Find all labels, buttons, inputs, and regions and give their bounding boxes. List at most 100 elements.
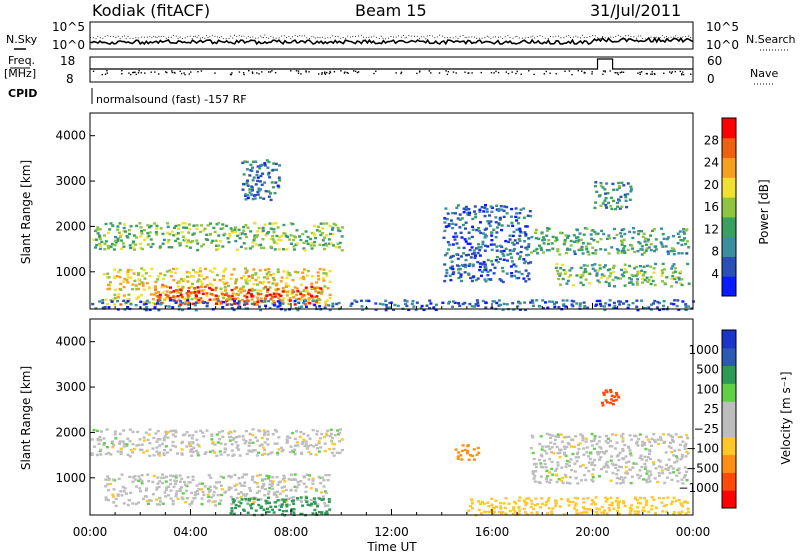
heatmap-cell (501, 510, 505, 514)
heatmap-cell (230, 288, 234, 292)
colorbar-segment (722, 256, 736, 277)
heatmap-cell (205, 294, 209, 297)
heatmap-cell (654, 506, 658, 509)
heatmap-cell (206, 493, 210, 496)
heatmap-cell (544, 477, 548, 480)
heatmap-cell (211, 500, 215, 503)
heatmap-cell (302, 268, 306, 271)
heatmap-cell (545, 432, 549, 436)
heatmap-cell (284, 500, 288, 503)
heatmap-cell (138, 438, 142, 441)
heatmap-cell (599, 237, 603, 241)
heatmap-cell (159, 227, 163, 230)
heatmap-cell (292, 499, 295, 502)
heatmap-cell (267, 299, 271, 303)
heatmap-cell (223, 286, 227, 289)
heatmap-cell (675, 304, 679, 308)
heatmap-cell (237, 435, 241, 438)
heatmap-cell (158, 503, 162, 506)
heatmap-cell (591, 468, 595, 471)
colorbar-segment (722, 157, 736, 178)
heatmap-cell (265, 290, 269, 293)
heatmap-cell (510, 221, 514, 225)
heatmap-cell (584, 466, 588, 469)
heatmap-cell (262, 197, 266, 200)
heatmap-cell (584, 245, 588, 248)
heatmap-cell (582, 497, 585, 500)
heatmap-cell (604, 440, 608, 443)
heatmap-cell (619, 195, 623, 199)
heatmap-cell (677, 467, 681, 470)
heatmap-cell (592, 239, 596, 242)
heatmap-cell (550, 451, 554, 454)
heatmap-cell (273, 301, 277, 305)
heatmap-cell (672, 496, 676, 499)
colorbar-tick-label: 16 (704, 200, 719, 214)
heatmap-cell (237, 305, 241, 308)
noise-right-tick-high: 10^5 (706, 20, 739, 34)
heatmap-cell (300, 305, 304, 308)
heatmap-cell (680, 243, 684, 247)
heatmap-cell (539, 475, 543, 478)
heatmap-cell (594, 249, 598, 252)
heatmap-cell (525, 497, 529, 500)
heatmap-cell (154, 303, 158, 306)
heatmap-cell (481, 500, 484, 504)
heatmap-cell (171, 295, 175, 299)
heatmap-cell (591, 267, 595, 270)
heatmap-cell (187, 301, 191, 304)
heatmap-cell (613, 447, 617, 450)
heatmap-cell (139, 226, 143, 229)
heatmap-cell (550, 510, 554, 513)
heatmap-cell (149, 499, 153, 502)
heatmap-cell (605, 470, 609, 473)
heatmap-cell (513, 274, 517, 278)
heatmap-cell (263, 452, 267, 456)
heatmap-cell (223, 443, 227, 446)
heatmap-cell (556, 452, 560, 455)
nave-point (668, 71, 671, 73)
heatmap-cell (164, 445, 168, 448)
heatmap-cell (166, 225, 170, 229)
heatmap-cell (219, 300, 223, 303)
heatmap-cell (111, 495, 115, 498)
heatmap-cell (331, 232, 335, 236)
heatmap-cell (636, 278, 640, 281)
heatmap-cell (135, 224, 139, 228)
heatmap-cell (162, 238, 166, 242)
heatmap-cell (305, 496, 309, 499)
heatmap-cell (217, 234, 221, 237)
heatmap-cell (562, 268, 566, 272)
heatmap-cell (638, 271, 642, 275)
heatmap-cell (191, 291, 195, 295)
heatmap-cell (113, 303, 117, 306)
heatmap-cell (692, 300, 696, 303)
heatmap-cell (102, 273, 106, 276)
heatmap-cell (98, 242, 102, 246)
heatmap-cell (243, 481, 247, 484)
heatmap-cell (232, 453, 236, 456)
heatmap-cell (234, 297, 237, 300)
heatmap-cell (230, 509, 234, 513)
heatmap-cell (161, 232, 165, 236)
heatmap-cell (308, 437, 312, 440)
heatmap-cell (328, 296, 332, 300)
heatmap-cell (598, 451, 602, 454)
heatmap-cell (305, 473, 309, 476)
heatmap-cell (663, 481, 667, 485)
heatmap-cell (167, 485, 171, 488)
heatmap-cell (554, 239, 558, 243)
heatmap-cell (92, 238, 96, 241)
heatmap-cell (524, 246, 528, 249)
heatmap-cell (229, 435, 233, 438)
heatmap-cell (138, 222, 142, 225)
heatmap-cell (554, 502, 558, 505)
heatmap-cell (190, 454, 194, 457)
heatmap-cell (128, 440, 132, 443)
heatmap-cell (271, 476, 275, 479)
nave-point (416, 72, 418, 75)
heatmap-cell (574, 502, 578, 505)
heatmap-cell (635, 499, 639, 502)
heatmap-cell (590, 432, 594, 436)
heatmap-cell (303, 303, 307, 306)
